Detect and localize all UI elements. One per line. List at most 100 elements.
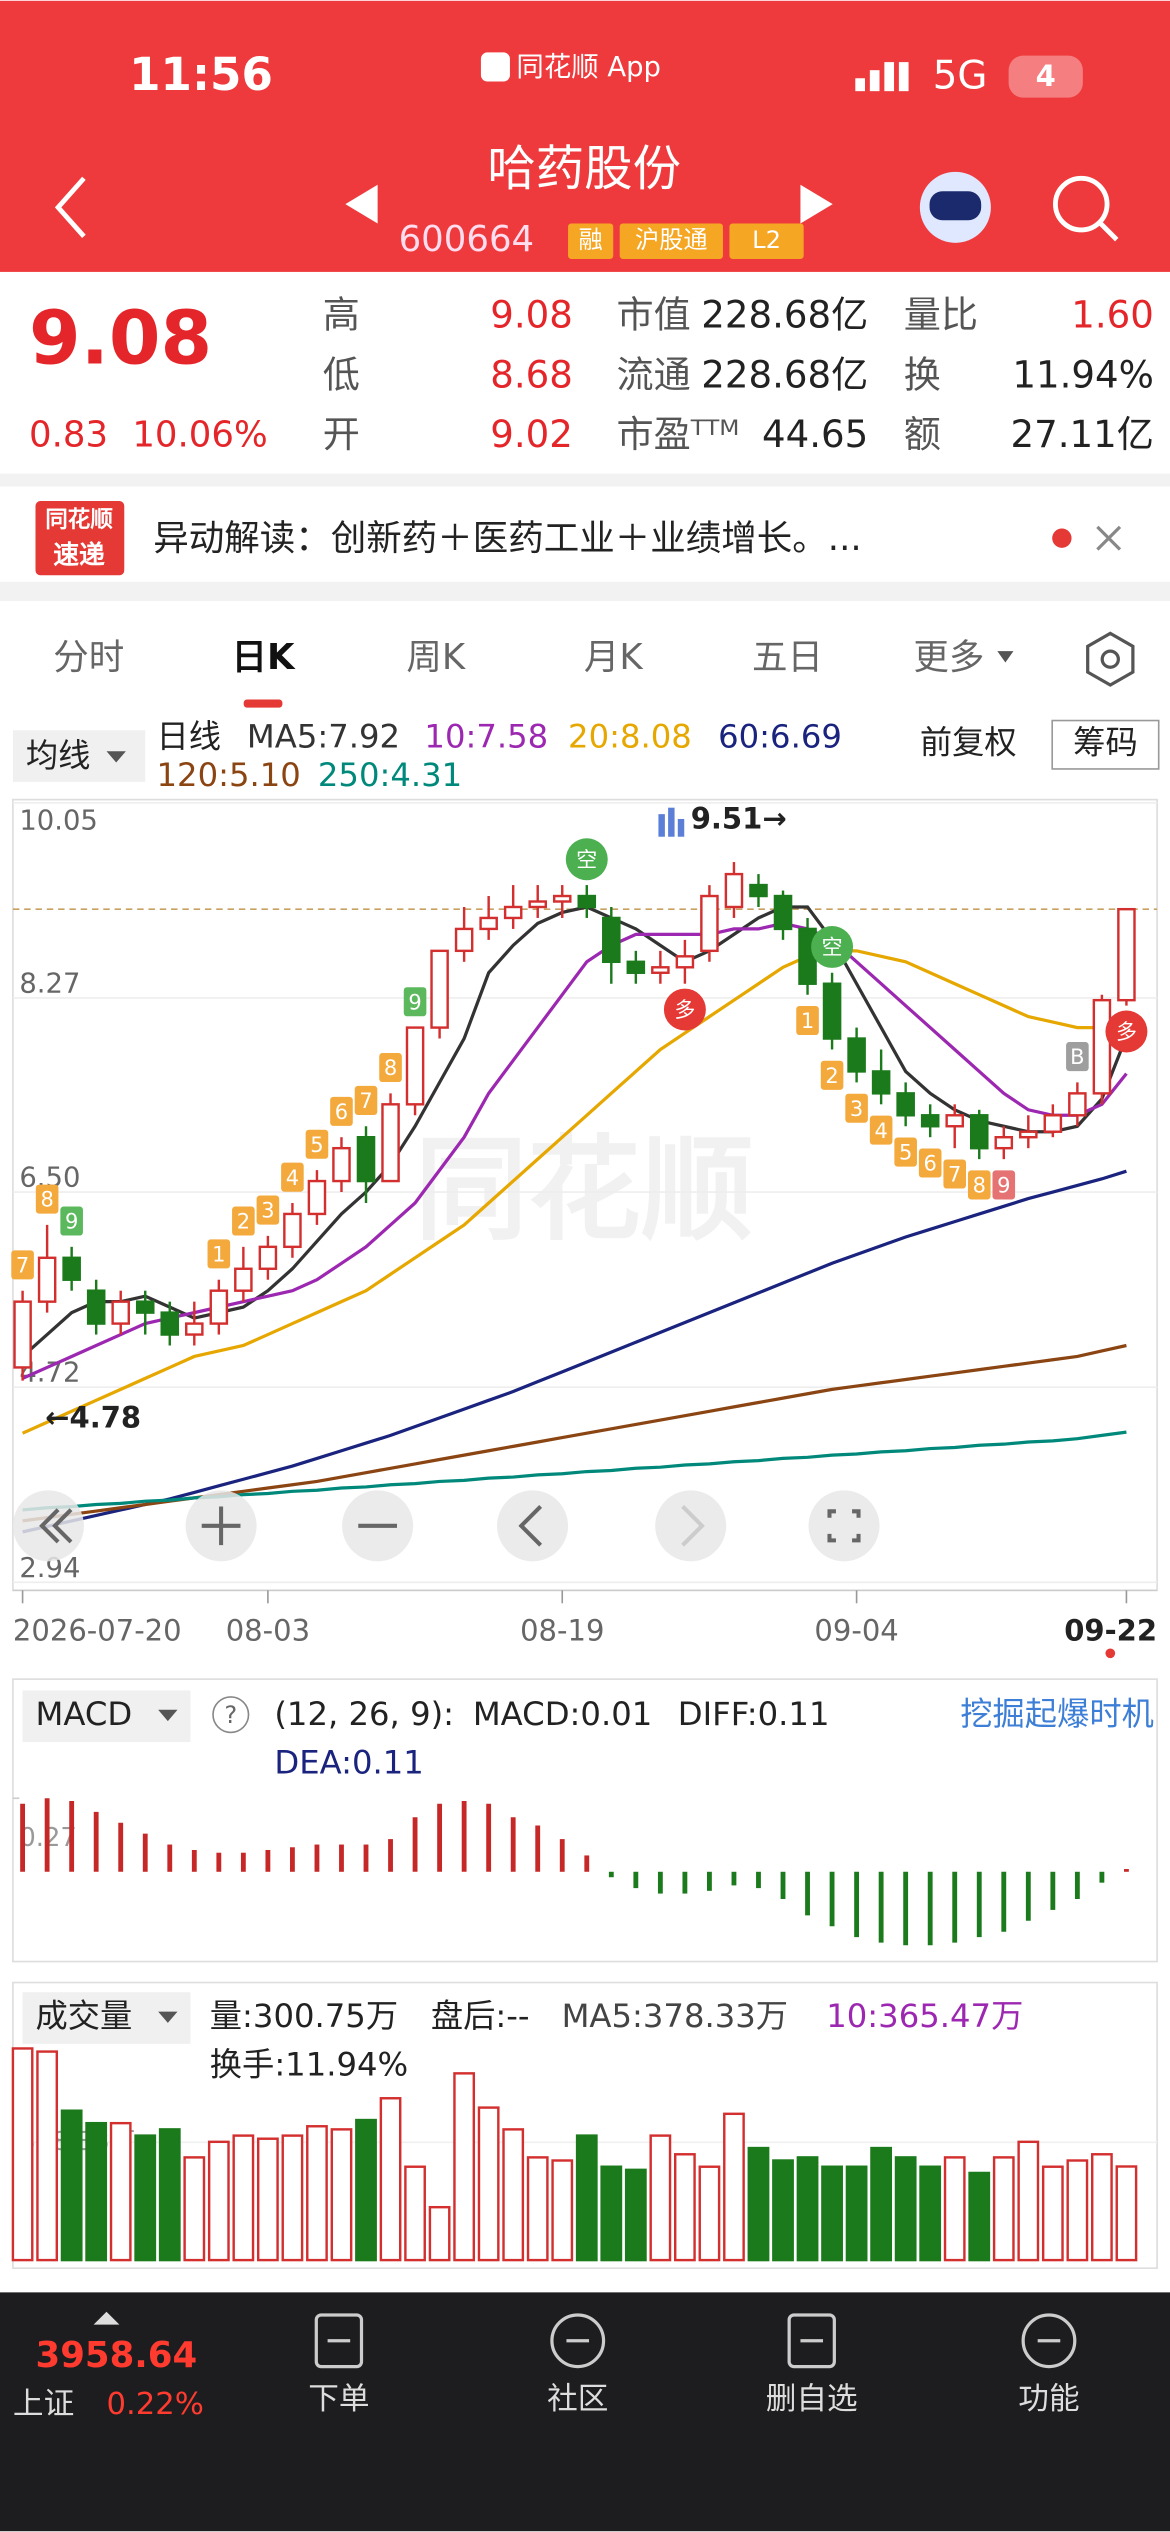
signal-label: 6 [924, 1152, 937, 1176]
high-icon [677, 818, 685, 837]
adjust[interactable]: 前复权 [920, 724, 1017, 762]
next-stock[interactable] [800, 184, 833, 224]
volume-bar [992, 2156, 1015, 2262]
volume-bar [600, 2165, 623, 2262]
stat-label: 换 [904, 353, 941, 396]
candle-body [135, 1300, 155, 1314]
tab[interactable]: 五日 [752, 637, 823, 678]
tab[interactable]: 月K [584, 637, 645, 678]
network: 5G [933, 54, 988, 99]
volume-bar [624, 2168, 647, 2262]
battery-level: 4 [1036, 59, 1056, 93]
candle-body [847, 1037, 866, 1073]
tab[interactable]: 日K [232, 637, 297, 678]
candle-body [773, 894, 793, 931]
ma-line [21, 921, 1128, 1380]
index-value[interactable]: 3958.64 [36, 2335, 198, 2376]
chart-control[interactable] [12, 1490, 84, 1562]
volume-bar [85, 2121, 108, 2262]
chart-control[interactable] [497, 1490, 569, 1562]
candle-body [258, 1245, 278, 1270]
signal-label: 多 [1116, 1020, 1137, 1044]
candle-body [111, 1300, 130, 1325]
back-button[interactable] [54, 176, 86, 239]
tab-underline [243, 699, 283, 708]
volume-bar [772, 2159, 794, 2262]
chart-control[interactable] [808, 1490, 880, 1562]
nav-label[interactable]: 功能 [1018, 2382, 1079, 2417]
volume-bar [60, 2109, 83, 2262]
news-close[interactable] [1096, 525, 1122, 551]
candle-body [945, 1114, 964, 1128]
search-icon[interactable] [1052, 175, 1110, 233]
volume-bar [207, 2140, 230, 2262]
macd-params: (12, 26, 9): [274, 1695, 454, 1733]
tab[interactable]: 周K [406, 637, 467, 678]
volume-bar [453, 2072, 476, 2262]
signal-icon [855, 62, 909, 92]
signal-label: 8 [973, 1174, 986, 1198]
signal-badge [894, 1137, 917, 1167]
news-text[interactable]: 异动解读：创新药＋医药工业＋业绩增长。... [153, 518, 861, 559]
signal-label: 4 [874, 1119, 887, 1143]
index-change: 0.22% [107, 2387, 204, 2422]
signal-label: 7 [16, 1253, 29, 1277]
nav-label[interactable]: 删自选 [766, 2382, 858, 2417]
candle-body [185, 1322, 204, 1336]
stat-value: 9.02 [490, 413, 573, 456]
macd-link[interactable]: 挖掘起爆时机 [960, 1695, 1154, 1733]
macd-selector[interactable] [22, 1690, 191, 1743]
stat-value: 11.94% [1012, 353, 1154, 396]
signal-label: B [1070, 1045, 1084, 1069]
candle-body [479, 916, 498, 931]
candle-body [1117, 907, 1136, 1002]
volume-bar [183, 2156, 206, 2262]
nav-icon[interactable] [550, 2313, 606, 2369]
candle-body [1043, 1114, 1063, 1133]
news-logo-top: 同花顺 [45, 507, 113, 533]
tab[interactable]: 更多 [913, 637, 984, 678]
news-logo [35, 501, 125, 576]
signal-badge [845, 1093, 868, 1123]
prev-stock[interactable] [345, 184, 378, 224]
help-icon[interactable] [212, 1696, 250, 1734]
signal-badge [232, 1206, 255, 1236]
ma-line [21, 949, 1127, 1435]
settings-hole [1100, 649, 1120, 669]
chips-button[interactable] [1051, 719, 1160, 770]
volume-bar [428, 2205, 451, 2262]
control-icon [39, 1508, 73, 1544]
candle-body [724, 872, 744, 909]
volume-selector[interactable] [22, 1992, 191, 2044]
control-icon [681, 1505, 705, 1547]
nav-icon[interactable] [1021, 2313, 1077, 2369]
tab[interactable]: 分时 [53, 637, 124, 678]
volume-bar [551, 2159, 574, 2262]
candle-body [209, 1289, 229, 1325]
volume-bar [526, 2156, 549, 2262]
diff-value: DIFF:0.11 [678, 1695, 830, 1733]
signal-label: 3 [850, 1097, 863, 1121]
nav-icon[interactable] [314, 2313, 364, 2369]
signal-badge [11, 1250, 34, 1280]
ma-legend: 10:7.58 [424, 717, 548, 755]
candle-body [37, 1256, 57, 1303]
volume-bar [1041, 2165, 1064, 2262]
candle-body [896, 1092, 915, 1117]
stat-label: 高 [323, 294, 360, 337]
nav-icon[interactable] [787, 2313, 836, 2369]
nav-label[interactable]: 社区 [547, 2382, 608, 2417]
nav-label[interactable]: 下单 [308, 2382, 369, 2417]
signal-label: 空 [576, 848, 597, 872]
candle-body [920, 1114, 940, 1128]
ma-selector[interactable] [12, 730, 146, 782]
high-annotation: 9.51→ [691, 802, 787, 836]
settings-icon[interactable] [1086, 631, 1135, 687]
volume-bar [306, 2125, 328, 2262]
signal-label: 7 [948, 1163, 961, 1187]
ma-legend: 250:4.31 [318, 756, 462, 794]
stat-value: 27.11亿 [1011, 413, 1154, 456]
ma-legend: 120:5.10 [157, 756, 301, 794]
chart-control[interactable] [655, 1490, 727, 1562]
volume-bar [1066, 2159, 1089, 2262]
